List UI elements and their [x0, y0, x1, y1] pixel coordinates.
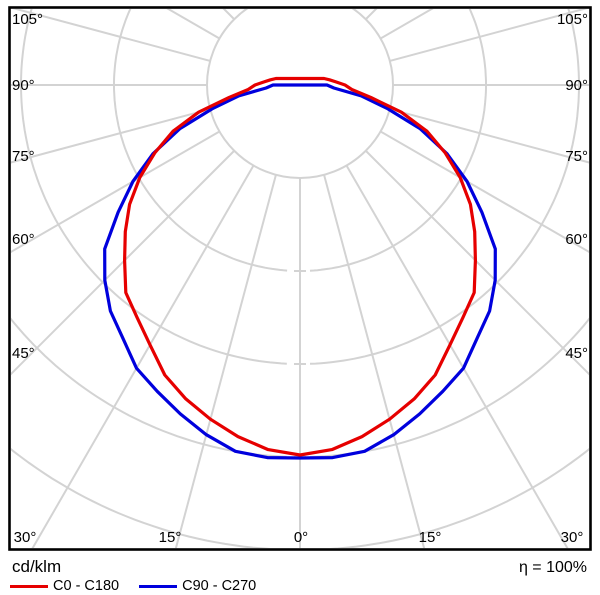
gamma-label: 60° [565, 231, 588, 248]
legend-swatch-line [10, 584, 48, 588]
gamma-label: 60° [12, 231, 35, 248]
grid-spoke [389, 108, 589, 164]
grid-spoke [31, 165, 255, 548]
grid-ring [113, 9, 487, 272]
gamma-label: 105° [557, 11, 588, 28]
grid-spoke [389, 9, 588, 62]
grid-spoke [12, 9, 211, 62]
grid-spoke [174, 174, 277, 548]
gamma-label: 30° [561, 529, 584, 546]
gamma-label: 75° [565, 148, 588, 165]
gamma-label: 105° [12, 11, 43, 28]
gamma-label: 45° [12, 345, 35, 362]
gamma-axis-labels: 105° 90° 75° 60° 45° 105° 90° 75° 60° 45° 30° 15° 0°… [12, 11, 588, 546]
legend-label: C0 - C180 [53, 578, 120, 594]
gamma-label: 30° [14, 529, 37, 546]
gamma-label: 90° [12, 77, 35, 94]
units-label: cd/klm [12, 557, 62, 576]
legend-bar: cd/klm C0 - C180 C90 - C270 η = 100% [0, 553, 600, 595]
grid-spoke [11, 108, 211, 164]
grid-spoke [323, 174, 426, 548]
gamma-label: 90° [565, 77, 588, 94]
grid-spoke [11, 150, 235, 376]
legend-swatch-line [139, 584, 178, 588]
grid-spoke [347, 0, 600, 4]
legend-row: C0 - C180 C90 - C270 [10, 578, 276, 594]
curve-c0-c180 [123, 76, 477, 457]
gamma-label: 75° [12, 148, 35, 165]
grid-ring [206, 9, 394, 179]
grid-spoke [0, 0, 254, 4]
grid-spoke [365, 150, 589, 376]
gamma-label: 15° [159, 529, 182, 546]
plot-border [8, 6, 592, 551]
efficiency-label: η = 100% [518, 559, 587, 576]
gamma-label: 45° [565, 345, 588, 362]
legend-item: C0 - C180 [10, 578, 119, 594]
intensity-curves [103, 76, 497, 460]
gamma-label: 0° [294, 529, 308, 546]
legend-label: C90 - C270 [182, 578, 257, 594]
grid-spoke [345, 165, 569, 548]
grid-ring [20, 9, 580, 365]
gamma-label: 15° [419, 529, 442, 546]
curve-c90-c270 [103, 83, 497, 460]
legend-item: C90 - C270 [139, 578, 256, 594]
